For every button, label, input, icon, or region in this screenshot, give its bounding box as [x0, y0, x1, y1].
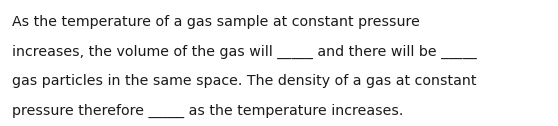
Text: pressure therefore _____ as the temperature increases.: pressure therefore _____ as the temperat… — [12, 104, 403, 118]
Text: gas particles in the same space. The density of a gas at constant: gas particles in the same space. The den… — [12, 74, 477, 88]
Text: As the temperature of a gas sample at constant pressure: As the temperature of a gas sample at co… — [12, 15, 420, 29]
Text: increases, the volume of the gas will _____ and there will be _____: increases, the volume of the gas will __… — [12, 45, 477, 59]
